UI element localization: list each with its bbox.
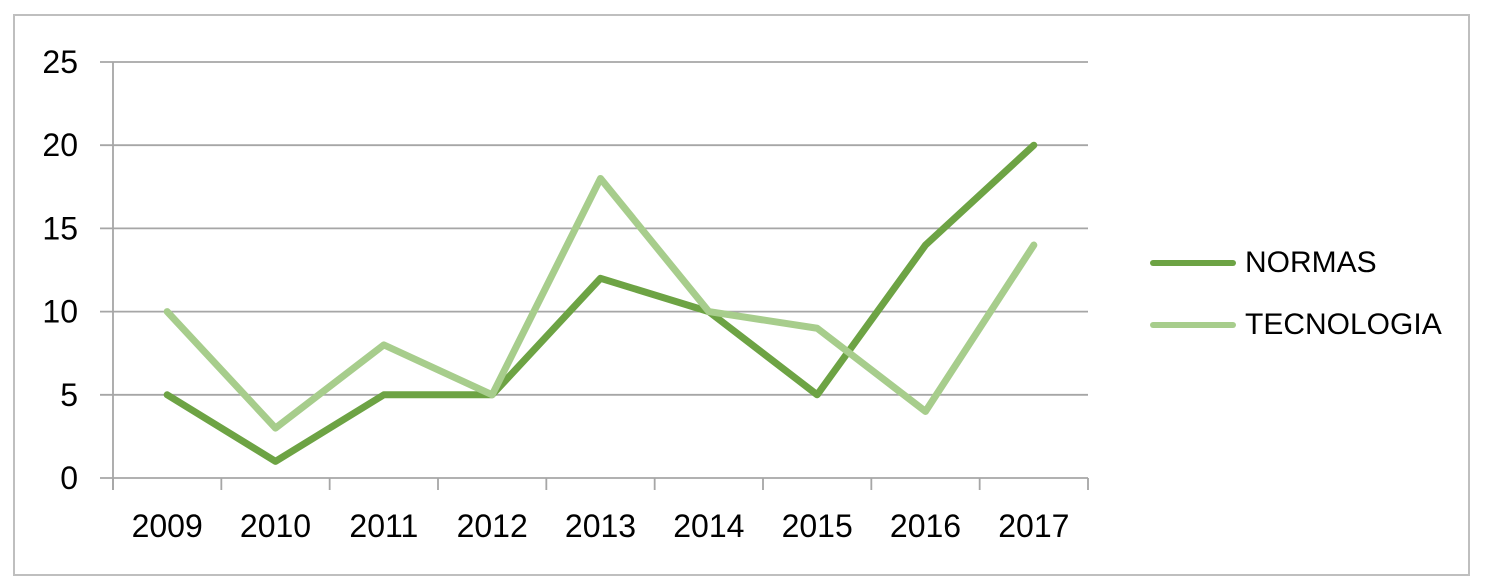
chart-border (13, 14, 1470, 576)
series-line-tecnologia (163, 174, 1038, 432)
tecnologia-line-swatch (1150, 322, 1236, 328)
y-tick-label: 10 (42, 294, 78, 330)
x-tick-label: 2013 (565, 508, 636, 544)
x-tick-label: 2014 (673, 508, 744, 544)
x-tick-label: 2012 (457, 508, 528, 544)
x-tick-label: 2010 (240, 508, 311, 544)
y-tick-label: 5 (60, 377, 78, 413)
y-tick-label: 15 (42, 210, 78, 246)
legend-item-normas: NORMAS (1150, 243, 1442, 283)
legend-item-tecnologia: TECNOLOGIA (1150, 305, 1442, 345)
legend-label-normas: NORMAS (1245, 246, 1377, 279)
x-tick-label: 2016 (890, 508, 961, 544)
y-tick-label: 0 (60, 460, 78, 496)
y-tick-label: 25 (42, 44, 78, 80)
x-tick-label: 2017 (998, 508, 1069, 544)
x-tick-label: 2015 (782, 508, 853, 544)
legend: NORMAS TECNOLOGIA (1150, 243, 1442, 345)
y-tick-label: 20 (42, 127, 78, 163)
legend-label-tecnologia: TECNOLOGIA (1245, 308, 1442, 341)
x-tick-label: 2009 (132, 508, 203, 544)
x-tick-label: 2011 (349, 508, 418, 544)
series-line-normas (163, 141, 1038, 465)
normas-line-swatch (1150, 260, 1236, 266)
